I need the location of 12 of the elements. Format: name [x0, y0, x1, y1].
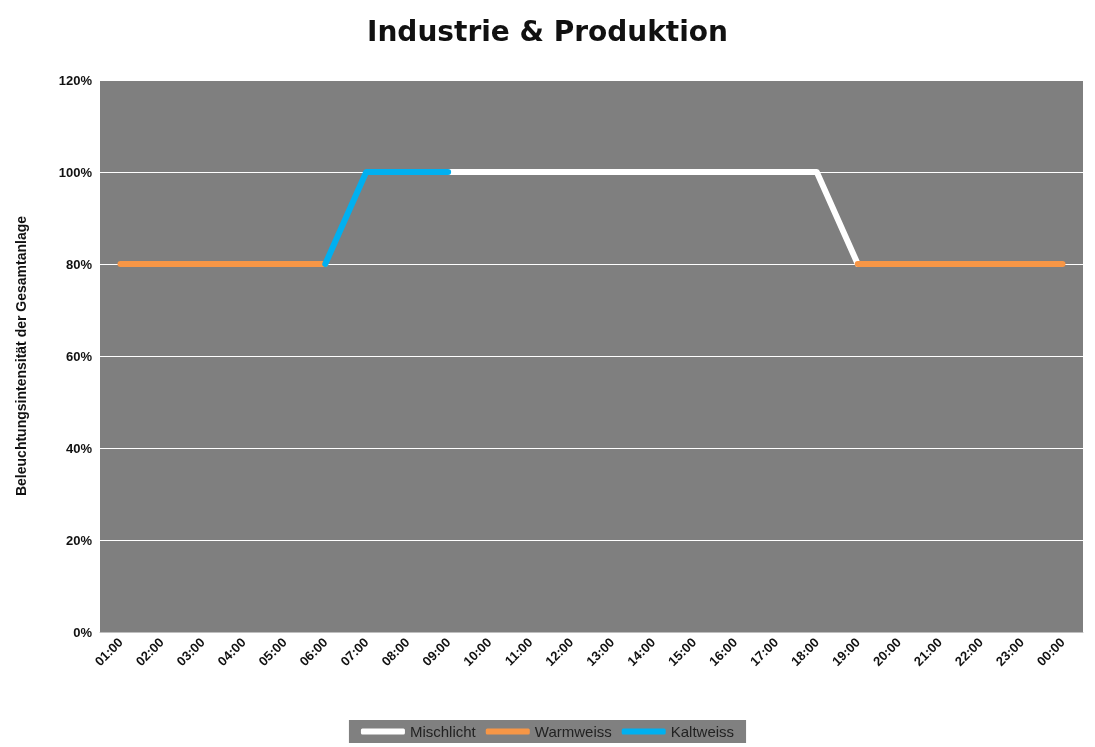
y-tick-label: 0% — [73, 624, 93, 640]
chart-title: Industrie & Produktion — [366, 14, 729, 48]
y-tick-label: 120% — [58, 72, 93, 88]
y-tick-label: 20% — [65, 532, 93, 548]
legend-label: Mischlicht — [409, 723, 477, 740]
legend-label: Warmweiss — [534, 723, 612, 740]
y-tick-label: 40% — [65, 440, 93, 456]
y-tick-label: 80% — [65, 256, 93, 272]
legend-label: Kaltweiss — [670, 723, 735, 740]
y-tick-label: 60% — [65, 348, 93, 364]
y-axis-title: Beleuchtungsintensität der Gesamtanlage — [13, 215, 29, 497]
y-tick-label: 100% — [58, 164, 93, 180]
